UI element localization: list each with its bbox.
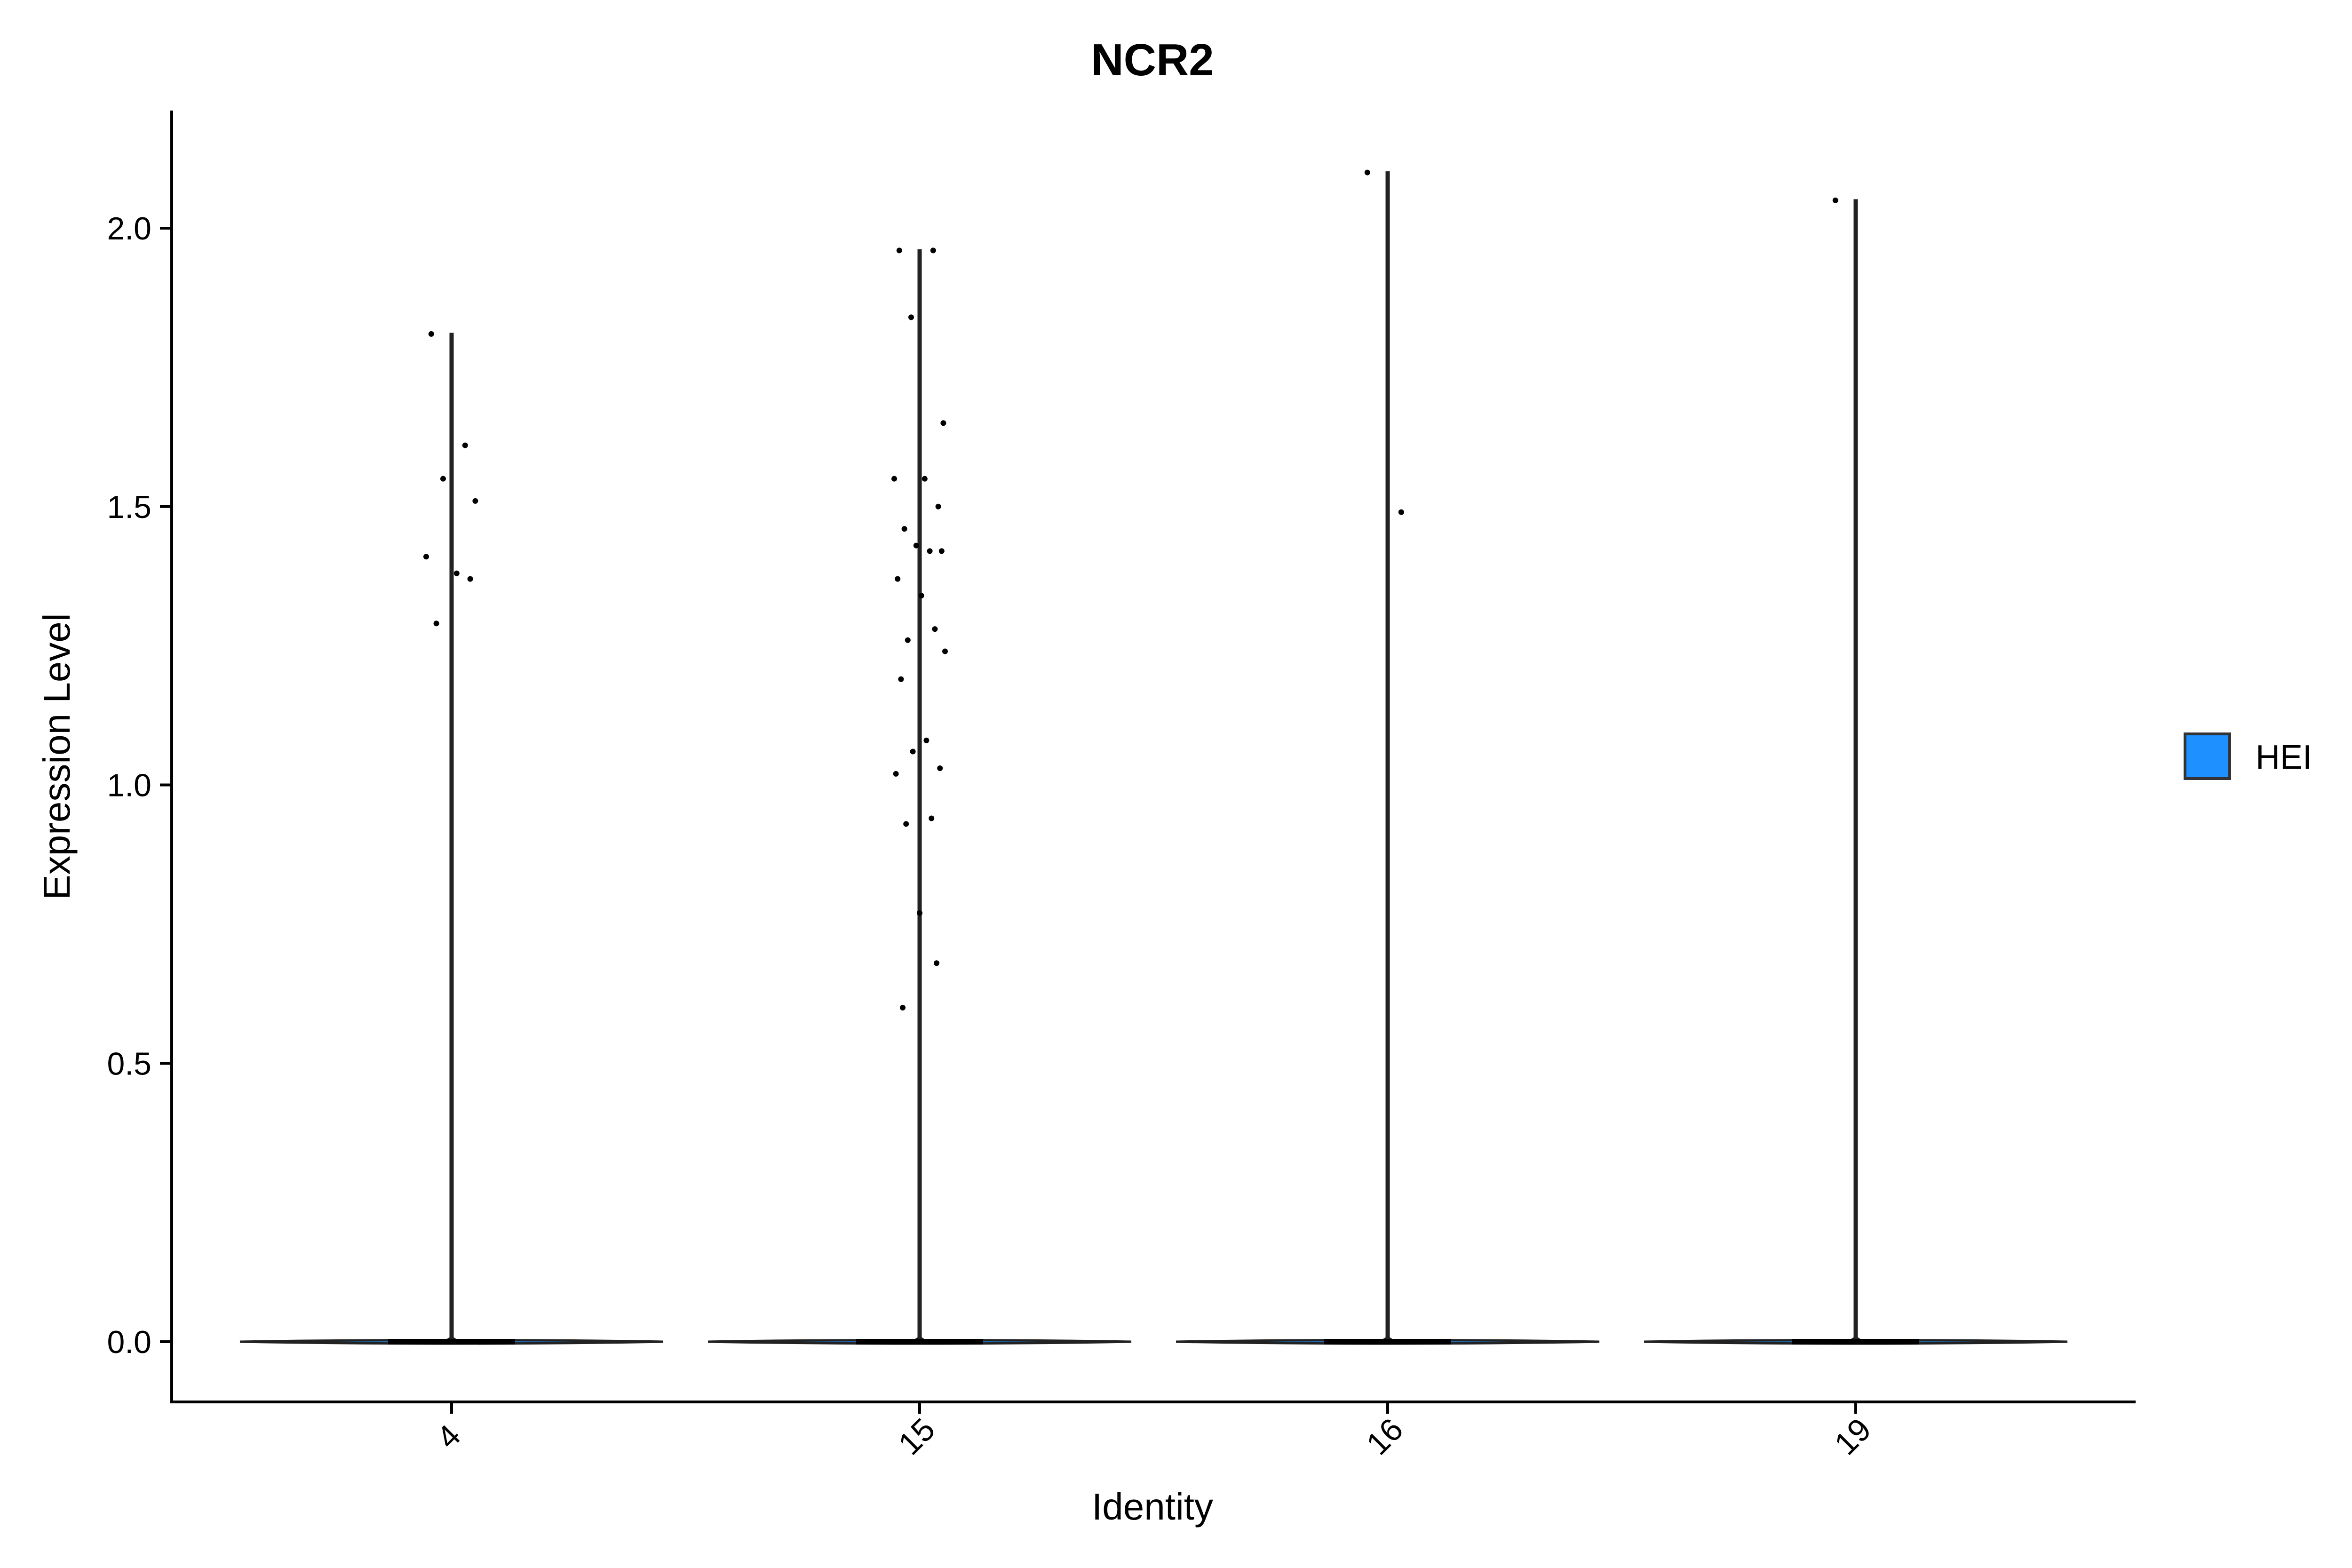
x-tick-label-19: 19 <box>1828 1411 1878 1462</box>
data-point-15-7 <box>901 526 907 532</box>
data-point-4-2 <box>440 476 446 482</box>
data-point-19-0 <box>1832 197 1838 203</box>
data-point-15-9 <box>913 542 919 549</box>
data-point-4-7 <box>433 621 439 627</box>
data-point-16-0 <box>1364 169 1370 175</box>
y-tick-label-2-0: 2.0 <box>107 211 151 247</box>
violin-4 <box>239 333 664 1345</box>
data-point-15-4 <box>891 476 897 482</box>
legend-label-hei: HEI <box>2256 739 2312 776</box>
data-point-15-2 <box>908 314 914 320</box>
x-tick-label-15: 15 <box>891 1411 942 1462</box>
data-point-15-12 <box>918 593 924 599</box>
data-point-15-3 <box>940 420 946 426</box>
data-point-15-14 <box>905 637 911 643</box>
data-point-15-0 <box>896 247 902 254</box>
data-point-15-23 <box>917 910 922 916</box>
data-point-15-13 <box>932 626 938 632</box>
y-tick-label-0-5: 0.5 <box>107 1046 151 1082</box>
data-point-4-6 <box>467 576 473 582</box>
data-point-4-5 <box>453 570 460 576</box>
x-tick-label-4: 4 <box>429 1417 467 1455</box>
data-point-4-3 <box>472 498 478 504</box>
y-tick-label-1-5: 1.5 <box>107 489 151 525</box>
y-axis-ticks: 0.0 0.5 1.0 1.5 2.0 <box>107 211 172 1360</box>
data-point-15-18 <box>910 748 916 755</box>
y-axis-label: Expression Level <box>36 613 78 899</box>
data-point-15-16 <box>898 676 904 682</box>
data-point-15-21 <box>929 815 935 821</box>
x-tick-label-16: 16 <box>1359 1411 1410 1462</box>
data-point-15-8 <box>927 548 933 554</box>
legend: HEI <box>2184 732 2312 780</box>
legend-key-hei <box>2184 732 2231 780</box>
data-point-15-20 <box>893 771 899 777</box>
data-point-15-17 <box>923 737 930 743</box>
data-point-15-22 <box>903 821 909 827</box>
plot-area <box>239 169 2068 1345</box>
data-point-15-15 <box>942 648 948 654</box>
data-point-15-5 <box>922 476 928 482</box>
data-point-15-6 <box>935 503 941 509</box>
data-point-15-25 <box>900 1004 906 1011</box>
x-axis-label: Identity <box>1092 1486 1213 1528</box>
data-point-4-4 <box>423 554 429 560</box>
y-tick-label-0-0: 0.0 <box>107 1324 151 1360</box>
data-point-15-10 <box>938 548 945 554</box>
data-point-15-11 <box>895 576 901 582</box>
chart-title: NCR2 <box>1091 35 1214 85</box>
x-axis-ticks: 4 15 16 19 <box>429 1402 1878 1462</box>
violin-15 <box>707 249 1132 1345</box>
y-tick-label-1-0: 1.0 <box>107 768 151 804</box>
violin-16 <box>1176 171 1600 1345</box>
data-point-15-24 <box>934 960 939 966</box>
data-point-16-1 <box>1398 509 1404 515</box>
data-point-4-0 <box>428 331 434 337</box>
data-point-15-1 <box>930 247 936 254</box>
data-point-4-1 <box>462 442 468 448</box>
data-point-15-19 <box>937 765 943 771</box>
violin-19 <box>1644 199 2068 1345</box>
